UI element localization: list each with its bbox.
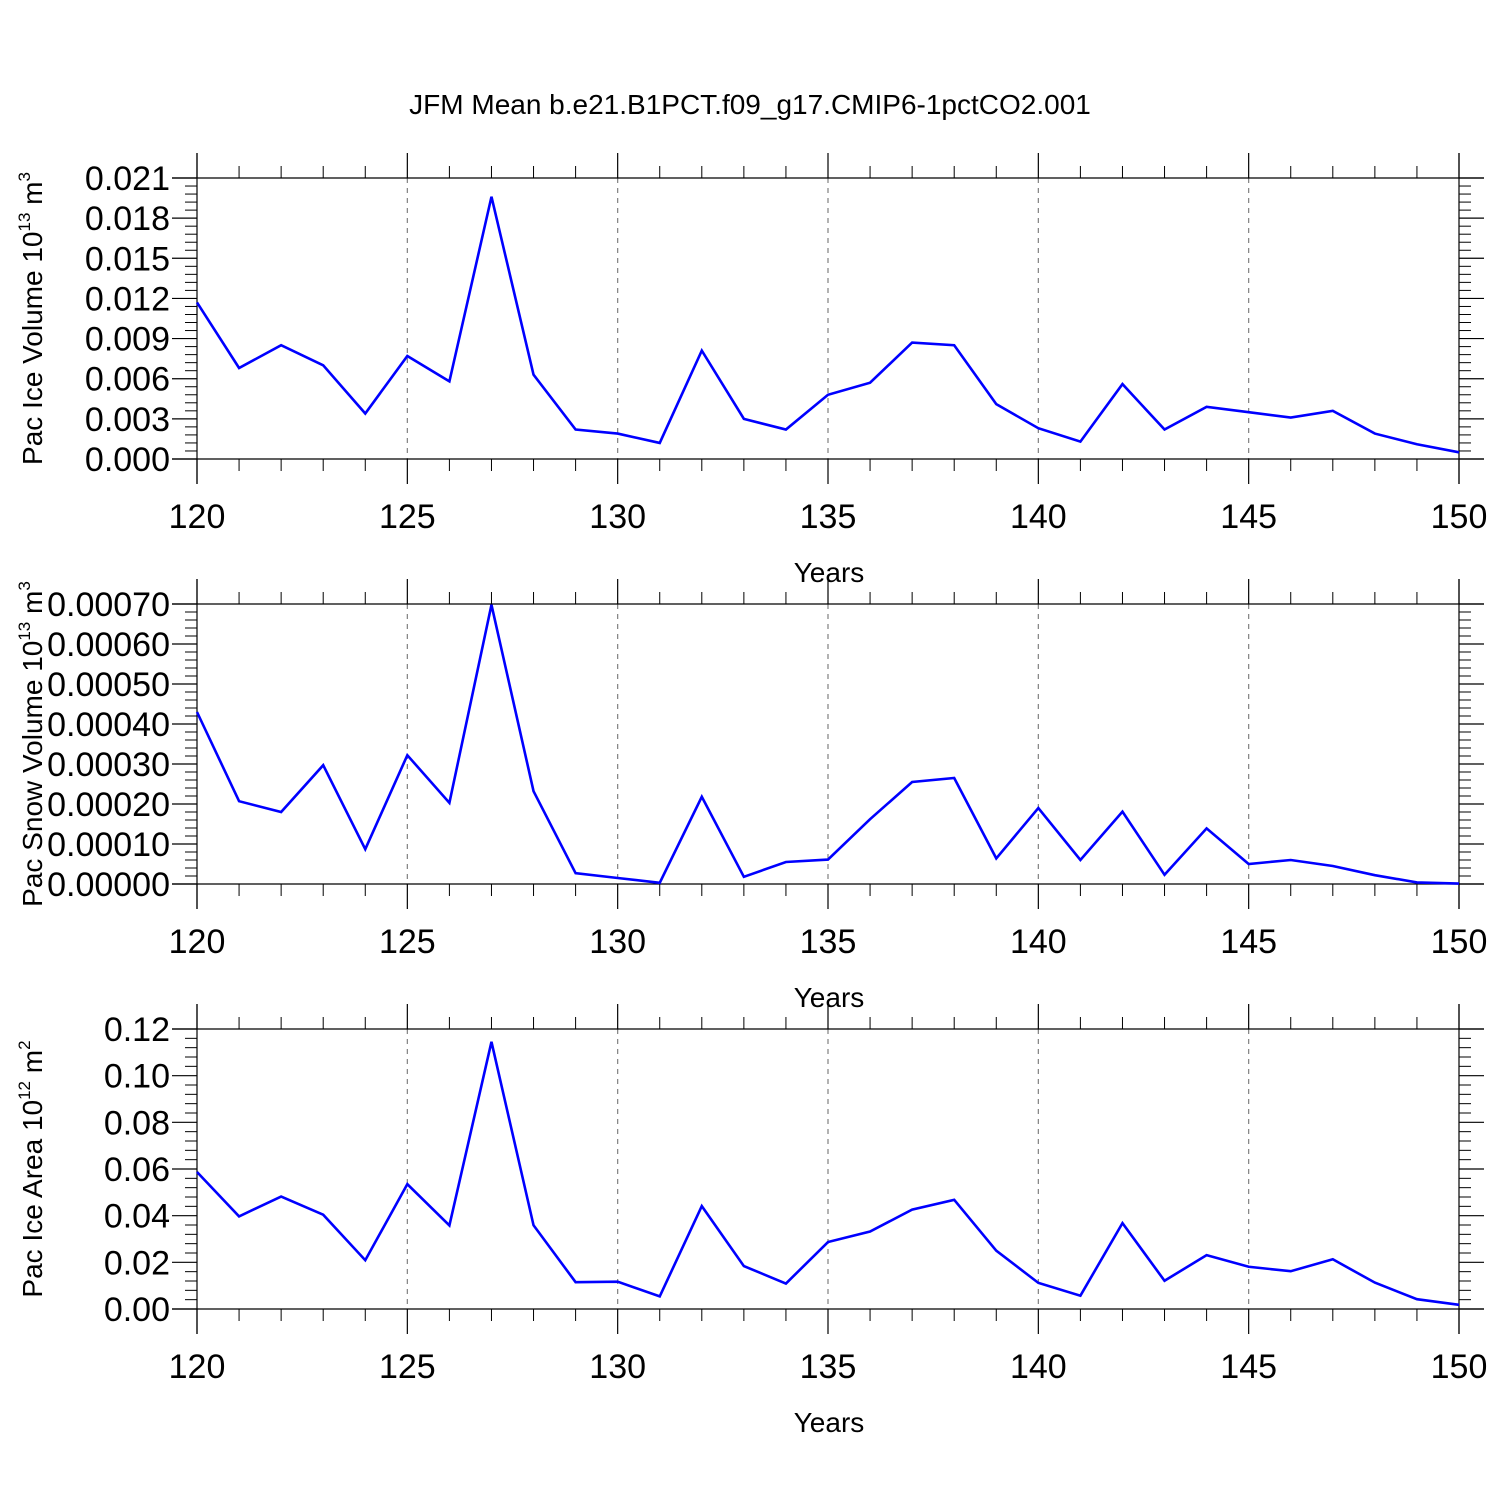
x-tick-label: 120 — [169, 1348, 226, 1386]
x-tick-label: 135 — [800, 498, 857, 536]
x-tick-label: 150 — [1431, 498, 1488, 536]
y-tick-label: 0.003 — [85, 401, 170, 439]
x-tick-label: 130 — [589, 923, 646, 961]
panel-3: 0.00 0.02 0.04 0.06 0.08 0.10 0.12 120 125 130 135… — [15, 1004, 1487, 1438]
y-tick-label: 0.015 — [85, 240, 170, 278]
x-tick-label: 145 — [1220, 498, 1277, 536]
x-tick-label: 130 — [589, 1348, 646, 1386]
y-tick-label: 0.04 — [104, 1198, 170, 1236]
x-tick-label: 125 — [379, 923, 436, 961]
x-tick-label: 145 — [1220, 1348, 1277, 1386]
series-line — [196, 1041, 1460, 1307]
y-tick-label: 0.00050 — [47, 666, 170, 704]
y-tick-label: 0.006 — [85, 361, 170, 399]
x-tick-label: 145 — [1220, 923, 1277, 961]
x-tick-label: 120 — [169, 923, 226, 961]
y-tick-label: 0.12 — [104, 1011, 170, 1049]
y-tick-label: 0.02 — [104, 1244, 170, 1282]
x-tick-label: 125 — [379, 1348, 436, 1386]
y-tick-label: 0.021 — [85, 160, 170, 198]
x-tick-label: 135 — [800, 923, 857, 961]
x-tick-label: 130 — [589, 498, 646, 536]
x-axis-title: Years — [794, 982, 865, 1013]
series-line — [195, 604, 1460, 885]
x-tick-label: 120 — [169, 498, 226, 536]
x-tick-label: 140 — [1010, 923, 1067, 961]
y-tick-label: 0.00010 — [47, 826, 170, 864]
y-tick-label: 0.009 — [85, 321, 170, 359]
y-tick-label: 0.012 — [85, 280, 170, 318]
y-axis-title: Pac Snow Volume 1013 m3 — [15, 581, 48, 907]
x-tick-label: 150 — [1431, 1348, 1488, 1386]
x-axis-title: Years — [794, 557, 865, 588]
x-tick-label: 135 — [800, 1348, 857, 1386]
y-tick-label: 0.000 — [85, 441, 170, 479]
y-axis-title: Pac Ice Area 1012 m2 — [15, 1040, 48, 1297]
chart-title: JFM Mean b.e21.B1PCT.f09_g17.CMIP6-1pctC… — [409, 89, 1091, 120]
panel-2: 0.000000.000100.000200.000300.000400.000… — [15, 579, 1487, 1013]
y-tick-label: 0.00 — [104, 1291, 170, 1329]
panels: 0.0000.0030.0060.0090.0120.0150.0180.021… — [15, 153, 1487, 1438]
y-tick-label: 0.018 — [85, 200, 170, 238]
y-axis-title: Pac Ice Volume 1013 m3 — [15, 172, 48, 465]
x-tick-label: 150 — [1431, 923, 1488, 961]
x-tick-label: 140 — [1010, 498, 1067, 536]
y-tick-label: 0.00060 — [47, 626, 170, 664]
x-tick-label: 140 — [1010, 1348, 1067, 1386]
panel-1: 0.0000.0030.0060.0090.0120.0150.0180.021… — [15, 153, 1487, 588]
y-tick-label: 0.00000 — [47, 866, 170, 904]
y-tick-label: 0.08 — [104, 1104, 170, 1142]
x-tick-label: 125 — [379, 498, 436, 536]
x-axis-title: Years — [794, 1407, 865, 1438]
y-tick-label: 0.00070 — [47, 586, 170, 624]
y-tick-label: 0.00030 — [47, 746, 170, 784]
y-tick-label: 0.06 — [104, 1151, 170, 1189]
y-tick-label: 0.10 — [104, 1058, 170, 1096]
y-tick-label: 0.00020 — [47, 786, 170, 824]
y-tick-label: 0.00040 — [47, 706, 170, 744]
series-line — [195, 196, 1460, 454]
